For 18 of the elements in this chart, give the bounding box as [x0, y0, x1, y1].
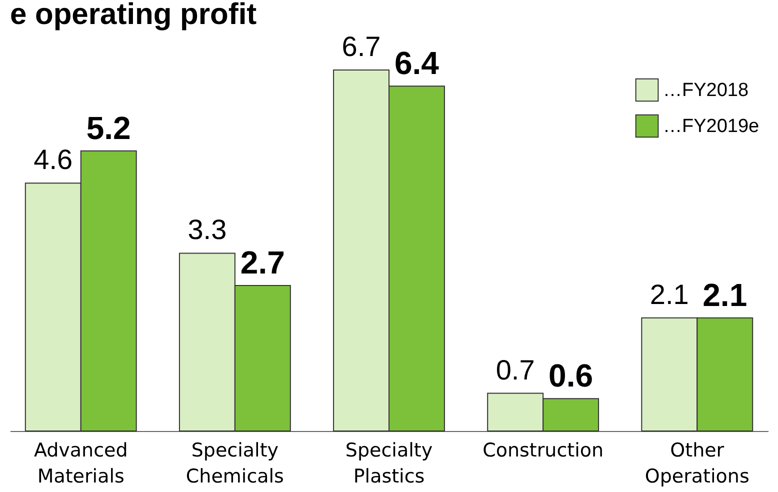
data-label: 6.4: [394, 45, 440, 82]
chart-title: e operating profit: [10, 0, 257, 31]
data-label: 2.1: [650, 278, 689, 310]
x-tick-label: Construction: [482, 440, 604, 462]
legend-label: …FY2018: [663, 80, 749, 101]
data-label: 2.7: [240, 244, 285, 281]
data-label: 6.7: [342, 31, 381, 62]
legend-label: …FY2019e: [663, 116, 760, 137]
x-tick-label: Specialty Chemicals: [186, 440, 284, 488]
x-tick-label: Other Operations: [644, 440, 750, 488]
data-label: 5.2: [86, 110, 131, 146]
data-label: 0.7: [496, 354, 535, 386]
x-tick-label: Advanced Materials: [34, 440, 128, 488]
data-label: 0.6: [548, 358, 594, 394]
x-tick-label: Specialty Plastics: [345, 440, 433, 488]
data-label: 3.3: [188, 214, 227, 246]
data-label: 4.6: [34, 144, 73, 176]
data-label: 2.1: [702, 276, 748, 313]
